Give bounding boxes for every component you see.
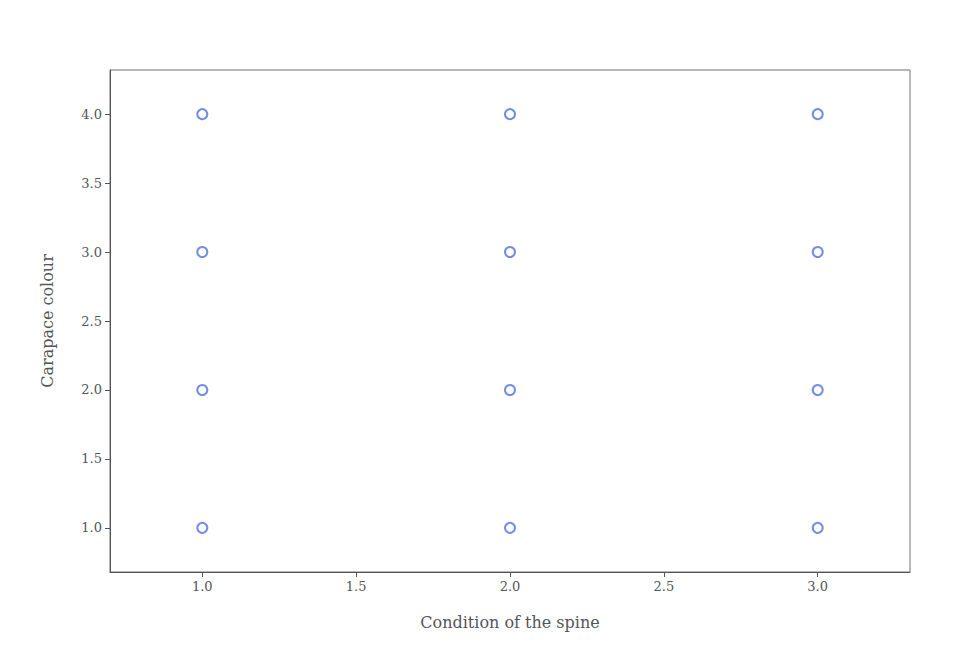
svg-text:1.0: 1.0 — [192, 579, 213, 594]
svg-text:3.0: 3.0 — [807, 579, 828, 594]
svg-text:2.0: 2.0 — [500, 579, 521, 594]
svg-text:2.5: 2.5 — [654, 579, 675, 594]
svg-text:4.0: 4.0 — [81, 107, 102, 122]
svg-text:1.5: 1.5 — [81, 451, 102, 466]
svg-text:Carapace colour: Carapace colour — [38, 254, 57, 388]
svg-text:1.0: 1.0 — [81, 520, 102, 535]
svg-text:Condition of the spine: Condition of the spine — [420, 613, 599, 632]
svg-text:1.5: 1.5 — [346, 579, 367, 594]
svg-text:3.5: 3.5 — [81, 176, 102, 191]
svg-text:2.0: 2.0 — [81, 382, 102, 397]
svg-text:2.5: 2.5 — [81, 314, 102, 329]
svg-text:3.0: 3.0 — [81, 245, 102, 260]
